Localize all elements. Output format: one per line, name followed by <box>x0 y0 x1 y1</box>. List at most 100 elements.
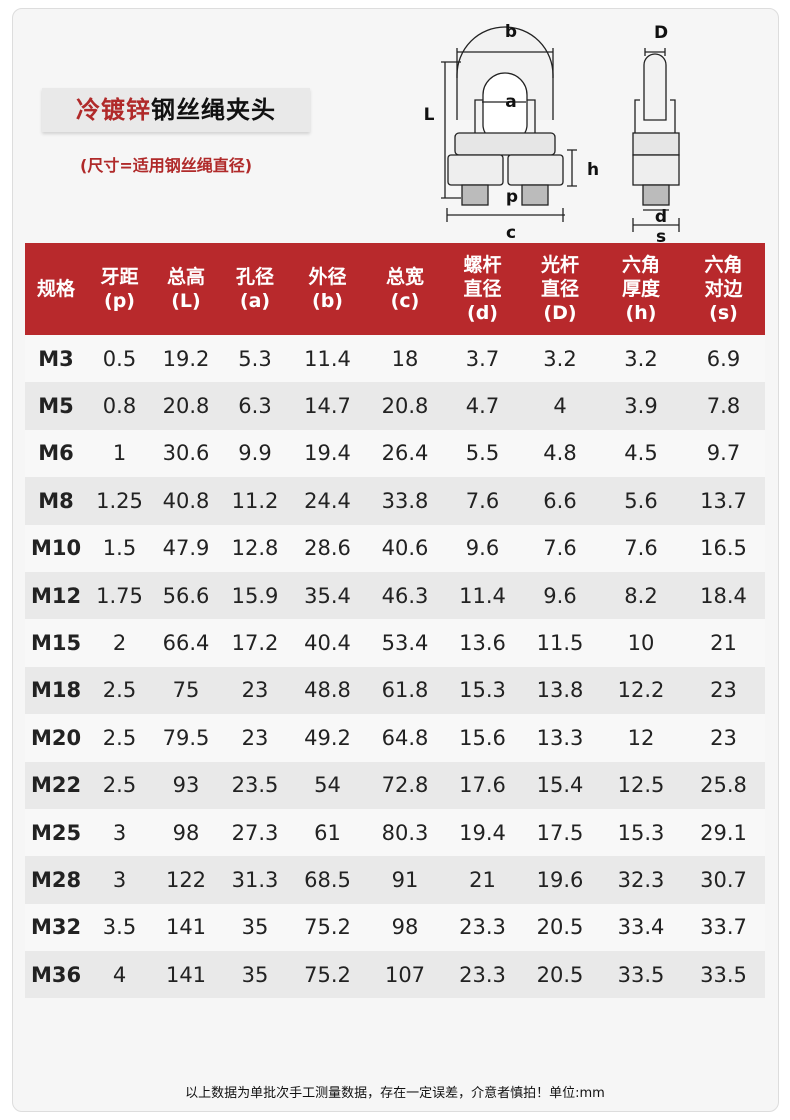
table-row: M3 0.5 19.2 5.3 11.4 18 3.7 3.2 3.2 6.9 <box>25 335 765 383</box>
value-cell: 6.3 <box>220 382 290 430</box>
label-p: p <box>506 187 518 207</box>
value-cell: 12.5 <box>600 761 682 809</box>
value-cell: 47.9 <box>152 524 220 572</box>
value-cell: 28.6 <box>290 524 365 572</box>
column-header-line: (D) <box>543 302 577 324</box>
value-cell: 8.2 <box>600 571 682 620</box>
size-cell: M5 <box>25 382 87 430</box>
value-cell: 18.4 <box>682 571 765 620</box>
value-cell: 33.4 <box>600 903 682 952</box>
column-header-line: 光杆 <box>540 254 579 276</box>
product-title: 冷镀锌钢丝绳夹头 <box>42 88 310 132</box>
value-cell: 46.3 <box>365 571 445 620</box>
value-cell: 0.5 <box>87 335 152 383</box>
size-cell: M8 <box>25 477 87 525</box>
value-cell: 13.8 <box>520 666 600 715</box>
value-cell: 3.9 <box>600 382 682 430</box>
column-header-line: 直径 <box>463 278 502 300</box>
value-cell: 7.6 <box>600 524 682 572</box>
value-cell: 53.4 <box>365 619 445 667</box>
value-cell: 20.8 <box>365 382 445 430</box>
value-cell: 5.3 <box>220 335 290 383</box>
value-cell: 15.3 <box>445 666 520 715</box>
table-row: M25 3 98 27.3 61 80.3 19.4 17.5 15.3 29.1 <box>25 808 765 857</box>
value-cell: 5.5 <box>445 429 520 478</box>
value-cell: 13.3 <box>520 714 600 762</box>
subtitle: (尺寸=适用钢丝绳直径) <box>80 156 253 175</box>
value-cell: 98 <box>365 903 445 952</box>
footer-note: 以上数据为单批次手工测量数据，存在一定误差，介意者慎拍！单位:mm <box>185 1086 605 1101</box>
column-header-line: 总高 <box>166 266 205 288</box>
value-cell: 11.2 <box>220 477 290 525</box>
value-cell: 91 <box>365 856 445 904</box>
value-cell: 18 <box>365 335 445 383</box>
table-header: 规格 牙距 (p) 总高 (L) 孔径 (a) 外径 (b) 总宽 (c) 螺杆 直径 (d) 光杆 直径 (D… <box>25 243 765 335</box>
column-header-line: 直径 <box>540 278 579 300</box>
value-cell: 49.2 <box>290 714 365 762</box>
value-cell: 5.6 <box>600 477 682 525</box>
value-cell: 122 <box>152 856 220 904</box>
value-cell: 25.8 <box>682 761 765 809</box>
value-cell: 20.5 <box>520 903 600 952</box>
value-cell: 4 <box>87 951 152 999</box>
size-cell: M32 <box>25 903 87 952</box>
column-header-line: (h) <box>625 302 657 324</box>
value-cell: 7.6 <box>520 524 600 572</box>
column-header: 总高 (L) <box>152 243 220 335</box>
column-header-line: 厚度 <box>621 278 660 300</box>
value-cell: 12.2 <box>600 666 682 715</box>
value-cell: 61 <box>290 808 365 857</box>
value-cell: 141 <box>152 951 220 999</box>
table-row: M10 1.5 47.9 12.8 28.6 40.6 9.6 7.6 7.6 16.5 <box>25 524 765 572</box>
table-row: M20 2.5 79.5 23 49.2 64.8 15.6 13.3 12 23 <box>25 714 765 762</box>
value-cell: 2.5 <box>87 666 152 715</box>
value-cell: 80.3 <box>365 808 445 857</box>
column-header-line: 规格 <box>36 278 75 300</box>
column-header-line: (p) <box>104 290 135 312</box>
column-header: 牙距 (p) <box>87 243 152 335</box>
value-cell: 4 <box>520 382 600 430</box>
value-cell: 54 <box>290 761 365 809</box>
label-L: L <box>424 105 435 125</box>
value-cell: 14.7 <box>290 382 365 430</box>
table-row: M5 0.8 20.8 6.3 14.7 20.8 4.7 4 3.9 7.8 <box>25 382 765 430</box>
value-cell: 75 <box>152 666 220 715</box>
value-cell: 79.5 <box>152 714 220 762</box>
value-cell: 15.4 <box>520 761 600 809</box>
wire-rope-clip-diagram: b L a h p c D d s <box>424 22 680 245</box>
label-b: b <box>505 22 517 42</box>
value-cell: 6.6 <box>520 477 600 525</box>
title-black: 钢丝绳夹头 <box>151 96 276 124</box>
value-cell: 27.3 <box>220 808 290 857</box>
value-cell: 56.6 <box>152 571 220 620</box>
size-cell: M18 <box>25 666 87 715</box>
value-cell: 6.9 <box>682 335 765 383</box>
column-header-line: 总宽 <box>385 266 424 288</box>
label-s: s <box>656 227 666 245</box>
value-cell: 19.2 <box>152 335 220 383</box>
value-cell: 4.8 <box>520 429 600 478</box>
value-cell: 3.5 <box>87 903 152 952</box>
value-cell: 48.8 <box>290 666 365 715</box>
title-red: 冷镀锌 <box>76 96 151 124</box>
value-cell: 12.8 <box>220 524 290 572</box>
value-cell: 40.6 <box>365 524 445 572</box>
table-row: M18 2.5 75 23 48.8 61.8 15.3 13.8 12.2 23 <box>25 666 765 715</box>
value-cell: 141 <box>152 903 220 952</box>
value-cell: 3 <box>87 808 152 857</box>
value-cell: 93 <box>152 761 220 809</box>
value-cell: 13.6 <box>445 619 520 667</box>
table-row: M28 3 122 31.3 68.5 91 21 19.6 32.3 30.7 <box>25 856 765 904</box>
value-cell: 19.6 <box>520 856 600 904</box>
column-header: 孔径 (a) <box>220 243 290 335</box>
value-cell: 21 <box>445 856 520 904</box>
spec-table: 规格 牙距 (p) 总高 (L) 孔径 (a) 外径 (b) 总宽 (c) 螺杆 直径 (d) 光杆 直径 (D… <box>25 243 765 999</box>
value-cell: 9.6 <box>520 571 600 620</box>
value-cell: 40.8 <box>152 477 220 525</box>
value-cell: 23.3 <box>445 903 520 952</box>
value-cell: 107 <box>365 951 445 999</box>
column-header-line: (a) <box>239 290 271 312</box>
column-header: 外径 (b) <box>290 243 365 335</box>
label-D: D <box>654 23 668 43</box>
column-header: 螺杆 直径 (d) <box>445 243 520 335</box>
